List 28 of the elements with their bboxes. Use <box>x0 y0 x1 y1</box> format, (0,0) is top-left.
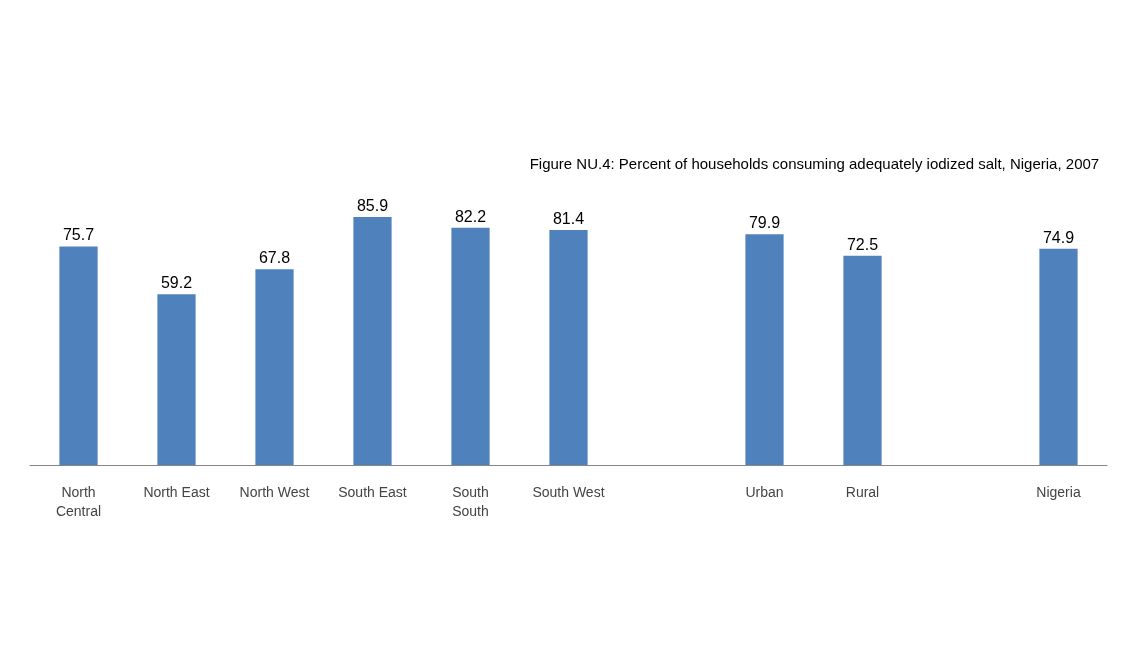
data-label: 59.2 <box>160 274 193 292</box>
bar <box>1039 248 1078 466</box>
data-label: 85.9 <box>356 196 389 214</box>
bar <box>59 246 98 466</box>
bar <box>843 255 882 466</box>
x-tick-label: North Central <box>55 483 102 519</box>
x-tick-label: South East <box>338 483 407 500</box>
data-label: 82.2 <box>454 207 487 225</box>
data-label: 67.8 <box>258 249 291 267</box>
x-tick-label: Nigeria <box>1036 483 1081 500</box>
data-label: 75.7 <box>62 226 95 244</box>
bar <box>255 269 294 466</box>
bar <box>451 227 490 466</box>
data-label: 81.4 <box>552 209 585 227</box>
x-tick-label: South South <box>452 483 489 519</box>
x-tick-label: North West <box>239 483 310 500</box>
bar <box>745 234 784 466</box>
data-label: 74.9 <box>1042 228 1075 246</box>
bar <box>353 216 392 466</box>
x-tick-label: Rural <box>845 483 880 500</box>
x-tick-label: North East <box>143 483 210 500</box>
bar <box>157 294 196 466</box>
x-tick-label: South West <box>532 483 605 500</box>
data-label: 72.5 <box>846 235 879 253</box>
x-tick-label: Urban <box>745 483 784 500</box>
chart-title: Figure NU.4: Percent of households consuming adequately iodized salt, Nigeria, 2007 <box>529 154 1100 172</box>
bar <box>549 229 588 466</box>
data-label: 79.9 <box>748 214 781 232</box>
